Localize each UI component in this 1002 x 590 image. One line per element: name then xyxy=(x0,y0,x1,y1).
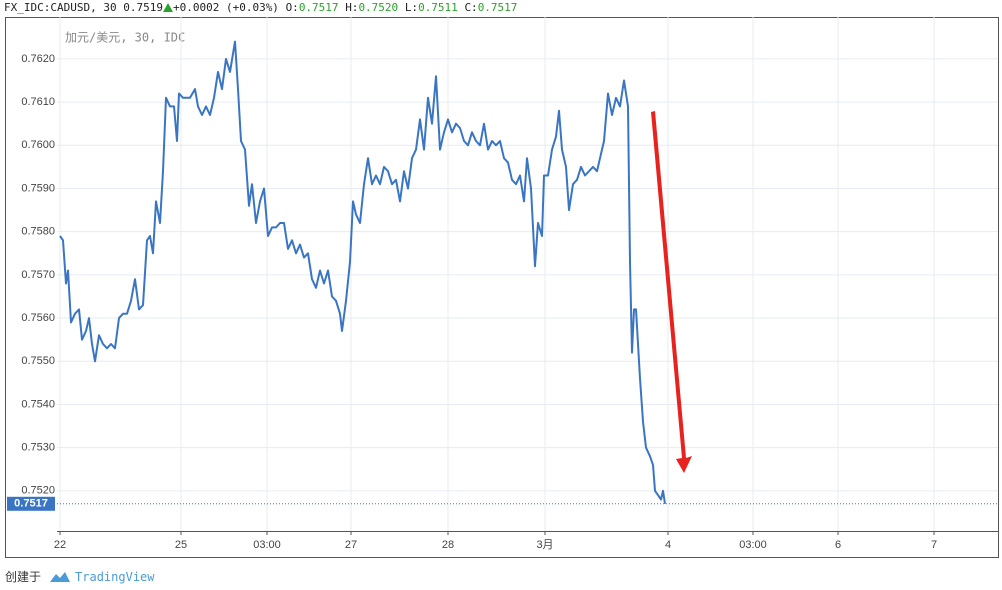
y-tick-label: 0.7530 xyxy=(21,442,55,454)
symbol: FX_IDC:CADUSD, 30 xyxy=(4,1,117,14)
y-tick-label: 0.7560 xyxy=(21,312,55,324)
x-tick-label: 7 xyxy=(931,539,937,551)
last-price-label: 0.7517 xyxy=(14,498,48,510)
last-price-box xyxy=(7,496,55,511)
y-tick-label: 0.7570 xyxy=(21,269,55,281)
ohlc-label: O: xyxy=(285,1,299,14)
x-tick-label: 25 xyxy=(175,539,187,551)
ohlc-label: H: xyxy=(345,1,359,14)
y-tick-label: 0.7600 xyxy=(21,139,55,151)
x-tick-label: 03:00 xyxy=(253,539,281,551)
created-label: 创建于 xyxy=(5,570,42,584)
y-tick-label: 0.7520 xyxy=(21,485,55,497)
change-pct: (+0.03%) xyxy=(225,1,279,14)
y-tick-label: 0.7540 xyxy=(21,398,55,410)
brand: TradingView xyxy=(75,569,155,584)
ohlc-label: C: xyxy=(464,1,478,14)
price-line xyxy=(59,40,666,504)
header: FX_IDC:CADUSD, 30 0.7519 +0.0002 (+0.03%)… xyxy=(4,1,517,14)
change: +0.0002 xyxy=(172,1,220,14)
ohlc-label: L: xyxy=(404,1,419,14)
ohlc-value: 0.7520 xyxy=(358,1,399,14)
watermark: 加元/美元, 30, IDC xyxy=(65,31,185,45)
frame xyxy=(5,17,999,558)
y-tick-label: 0.7590 xyxy=(21,182,55,194)
y-tick-label: 0.7620 xyxy=(21,53,55,65)
ohlc-value: 0.7517 xyxy=(298,1,339,14)
x-tick-label: 22 xyxy=(54,539,66,551)
y-tick-label: 0.7550 xyxy=(21,355,55,367)
x-tick-label: 28 xyxy=(442,539,454,551)
x-tick-label: 4 xyxy=(665,539,671,551)
y-tick-label: 0.7610 xyxy=(21,96,55,108)
ohlc-value: 0.7517 xyxy=(477,1,518,14)
y-tick-label: 0.7580 xyxy=(21,226,55,238)
logo xyxy=(50,571,71,582)
x-tick-label: 3月 xyxy=(536,539,553,551)
arrow-annotation xyxy=(651,111,692,473)
x-tick-label: 6 xyxy=(835,539,841,551)
up-icon xyxy=(162,3,173,12)
x-tick-label: 27 xyxy=(345,539,357,551)
last: 0.7519 xyxy=(123,1,163,14)
ohlc-value: 0.7511 xyxy=(418,1,458,14)
x-tick-label: 03:00 xyxy=(739,539,767,551)
footer: 创建于 TradingView xyxy=(5,568,155,585)
